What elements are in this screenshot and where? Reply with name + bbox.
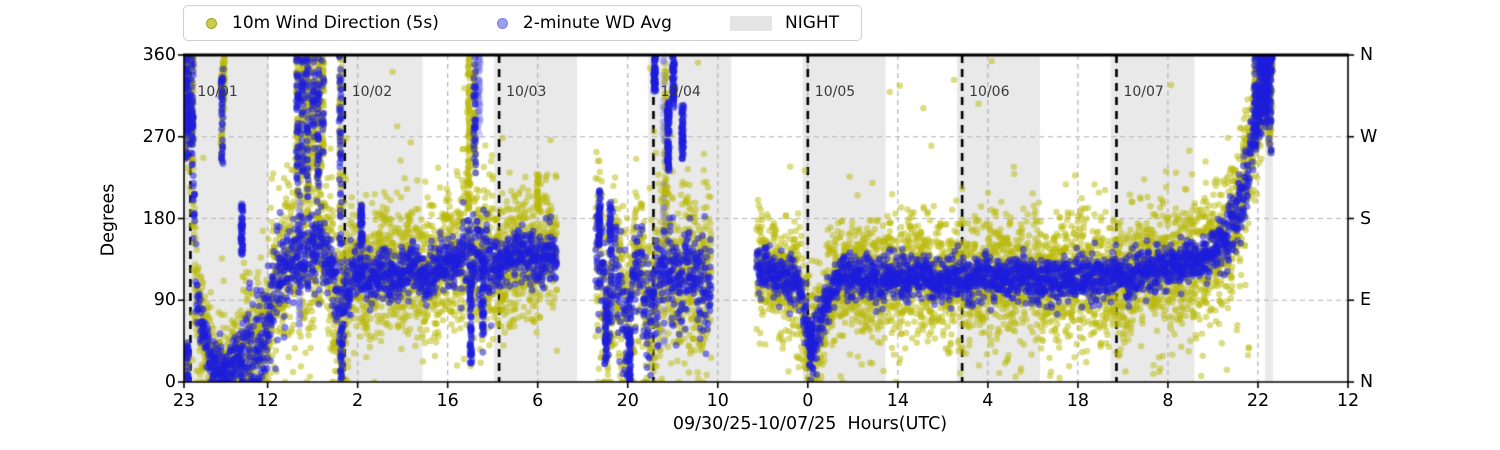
avg-series-dot-icon	[496, 17, 508, 29]
x-tick-label-2: 2	[352, 391, 364, 411]
night-patch-icon	[729, 15, 772, 31]
y-tick-label-270: 270	[142, 126, 176, 147]
day-label-10/05: 10/05	[814, 84, 856, 100]
x-tick-label-13: 12	[1336, 391, 1360, 411]
wind-series-dot-icon	[206, 17, 217, 29]
day-label-10/03: 10/03	[506, 84, 547, 100]
day-label-10/01: 10/01	[197, 84, 238, 100]
y-axis-label: Degrees	[98, 183, 119, 257]
x-tick-label-1: 12	[256, 391, 279, 411]
day-label-10/02: 10/02	[351, 84, 393, 100]
compass-label-W-270: W	[1360, 126, 1378, 147]
legend: 10m Wind Direction (5s) 2-minute WD Avg …	[183, 5, 863, 41]
compass-label-E-90: E	[1360, 290, 1372, 311]
x-tick-label-10: 18	[1066, 391, 1090, 411]
legend-item-night: NIGHT	[729, 13, 840, 33]
day-label-10/07: 10/07	[1123, 84, 1164, 100]
x-tick-label-7: 0	[802, 391, 814, 411]
y-tick-label-90: 90	[153, 290, 176, 311]
legend-label-avg: 2-minute WD Avg	[522, 13, 672, 33]
y-tick-label-0: 0	[164, 372, 176, 392]
legend-item-wind: 10m Wind Direction (5s)	[206, 13, 439, 33]
day-label-10/06: 10/06	[969, 84, 1010, 100]
compass-label-N-0: N	[1360, 372, 1374, 392]
legend-label-wind: 10m Wind Direction (5s)	[232, 13, 439, 33]
x-tick-label-12: 22	[1246, 391, 1270, 411]
compass-label-N-360: N	[1360, 45, 1374, 65]
legend-label-night: NIGHT	[784, 13, 840, 33]
day-label-10/04: 10/04	[660, 84, 701, 100]
x-tick-label-5: 20	[616, 391, 639, 411]
x-tick-label-11: 8	[1162, 391, 1174, 411]
x-axis-label: 09/30/25-10/07/25 Hours(UTC)	[672, 414, 948, 434]
x-tick-label-9: 4	[982, 391, 994, 411]
x-tick-label-8: 14	[886, 391, 909, 411]
y-tick-label-360: 360	[142, 45, 176, 65]
x-tick-label-6: 10	[706, 391, 729, 411]
x-tick-label-3: 16	[436, 391, 459, 411]
y-tick-label-180: 180	[142, 208, 176, 229]
x-tick-label-0: 23	[172, 391, 196, 411]
compass-label-S-180: S	[1360, 208, 1372, 229]
legend-item-avg: 2-minute WD Avg	[496, 13, 672, 33]
x-tick-label-4: 6	[532, 391, 544, 411]
